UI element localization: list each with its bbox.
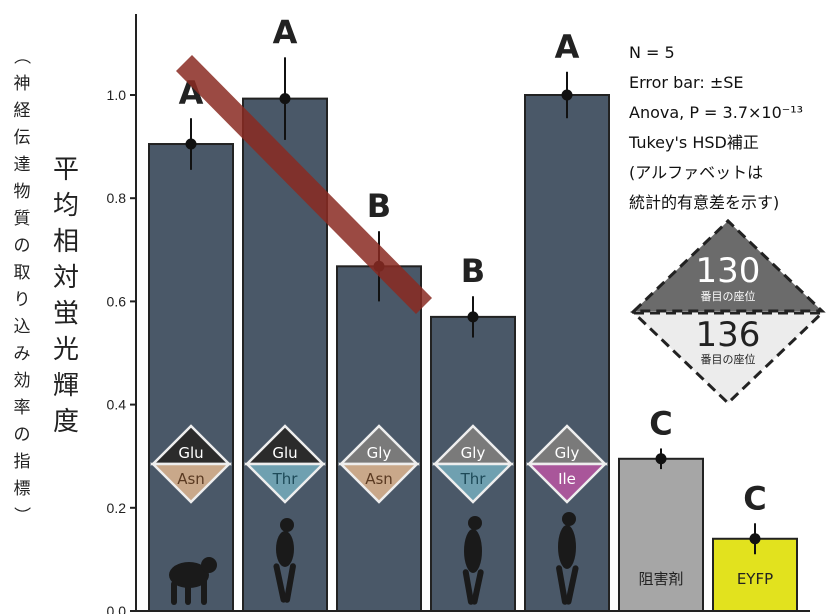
y-sublabel-char: 神 bbox=[14, 74, 31, 94]
chimp-icon bbox=[169, 557, 217, 605]
y-sublabel-char: 標 bbox=[14, 479, 31, 499]
y-label-char: 均 bbox=[53, 191, 79, 221]
y-sublabel-char: ） bbox=[11, 507, 31, 524]
y-sublabel-char: 伝 bbox=[14, 128, 31, 148]
stats-notes: N = 5 Error bar: ±SE Anova, P = 3.7×10⁻¹³ T… bbox=[628, 43, 803, 212]
y-ticks: 0.0 0.2 0.4 0.6 0.8 1.0 bbox=[107, 87, 136, 614]
aa-pos130-label: Gly bbox=[461, 444, 486, 462]
y-sublabel-char: 効 bbox=[14, 371, 31, 391]
y-sublabel-char: 率 bbox=[14, 398, 31, 418]
y-tick-label: 0.2 bbox=[107, 500, 127, 516]
aa-pos136-label: Asn bbox=[365, 470, 393, 488]
stats-note-line: 統計的有意差を示す) bbox=[629, 193, 779, 212]
stats-note-line: (アルファベットは bbox=[629, 163, 763, 182]
stats-note-line: Error bar: ±SE bbox=[629, 73, 744, 92]
legend-top-triangle bbox=[630, 218, 826, 313]
legend-bottom-triangle bbox=[630, 311, 826, 406]
mean-point bbox=[749, 533, 761, 545]
mean-point bbox=[185, 138, 197, 150]
significance-group-label: C bbox=[649, 404, 672, 442]
aa-pos130-label: Glu bbox=[178, 444, 203, 462]
aa-pos130-label: Gly bbox=[555, 444, 580, 462]
y-label-char: 蛍 bbox=[53, 299, 79, 329]
aa-pos136-label: Thr bbox=[460, 470, 487, 488]
significance-group-label: C bbox=[743, 479, 766, 517]
mean-point bbox=[655, 453, 667, 465]
aa-pos130-label: Glu bbox=[272, 444, 297, 462]
y-tick-label: 0.6 bbox=[107, 293, 127, 309]
significance-group-label: A bbox=[273, 13, 298, 51]
y-label-char: 相 bbox=[53, 227, 79, 257]
y-label-char: 光 bbox=[53, 335, 79, 365]
y-sublabel-char: 達 bbox=[14, 155, 31, 175]
y-tick-label: 1.0 bbox=[107, 87, 127, 103]
position-legend: 130 番目の座位 136 番目の座位 bbox=[630, 218, 826, 406]
y-sublabel-char: 指 bbox=[14, 452, 31, 472]
y-sublabel-char: （ bbox=[11, 48, 31, 65]
human-icon bbox=[556, 512, 579, 605]
bars: AGluAsnAGluThrBGlyAsnBGlyThrAGlyIleC阻害剤C… bbox=[148, 13, 798, 613]
stats-note-line: Tukey's HSD補正 bbox=[628, 133, 759, 152]
y-sublabel-char: 取 bbox=[14, 263, 31, 283]
diagonal-slash-mark bbox=[176, 55, 432, 314]
aa-pos136-label: Asn bbox=[177, 470, 205, 488]
stats-note-line: Anova, P = 3.7×10⁻¹³ bbox=[629, 103, 803, 122]
legend-top-number: 130 bbox=[696, 251, 761, 291]
mean-point bbox=[561, 89, 573, 101]
bar bbox=[148, 143, 234, 613]
mean-point bbox=[467, 311, 479, 323]
bar bbox=[618, 457, 704, 612]
legend-bottom-caption: 番目の座位 bbox=[701, 352, 756, 366]
bar-label: EYFP bbox=[737, 570, 773, 588]
y-tick-label: 0.8 bbox=[107, 190, 127, 206]
stats-note-line: N = 5 bbox=[629, 43, 675, 62]
significance-group-label: B bbox=[367, 187, 391, 225]
y-label-char: 度 bbox=[53, 407, 79, 437]
y-tick-label: 0.4 bbox=[107, 397, 127, 413]
ancient-hominin-icon bbox=[273, 518, 296, 603]
y-sublabel-char: 質 bbox=[14, 209, 31, 229]
y-label-char: 輝 bbox=[53, 371, 79, 401]
y-sublabel-char: の bbox=[14, 425, 31, 445]
y-sublabel-char: り bbox=[14, 290, 31, 310]
y-label-char: 対 bbox=[53, 263, 79, 293]
aa-pos130-label: Gly bbox=[367, 444, 392, 462]
y-tick-label: 0.0 bbox=[107, 603, 127, 614]
aa-pos136-label: Thr bbox=[272, 470, 299, 488]
mean-point bbox=[279, 93, 291, 105]
y-sublabel-char: み bbox=[14, 344, 31, 364]
legend-bottom-number: 136 bbox=[696, 315, 761, 355]
y-sublabel-char: の bbox=[14, 236, 31, 256]
y-sublabel-char: 物 bbox=[14, 182, 31, 202]
significance-group-label: B bbox=[461, 252, 485, 290]
hominin-icon bbox=[462, 516, 484, 605]
significance-group-label: A bbox=[555, 28, 580, 66]
bar-label: 阻害剤 bbox=[638, 570, 683, 588]
y-sublabel-char: 込 bbox=[14, 317, 31, 337]
y-label-char: 平 bbox=[53, 155, 79, 185]
aa-pos136-label: Ile bbox=[558, 470, 576, 488]
legend-top-caption: 番目の座位 bbox=[701, 289, 756, 303]
y-sublabel-char: 経 bbox=[14, 101, 31, 121]
